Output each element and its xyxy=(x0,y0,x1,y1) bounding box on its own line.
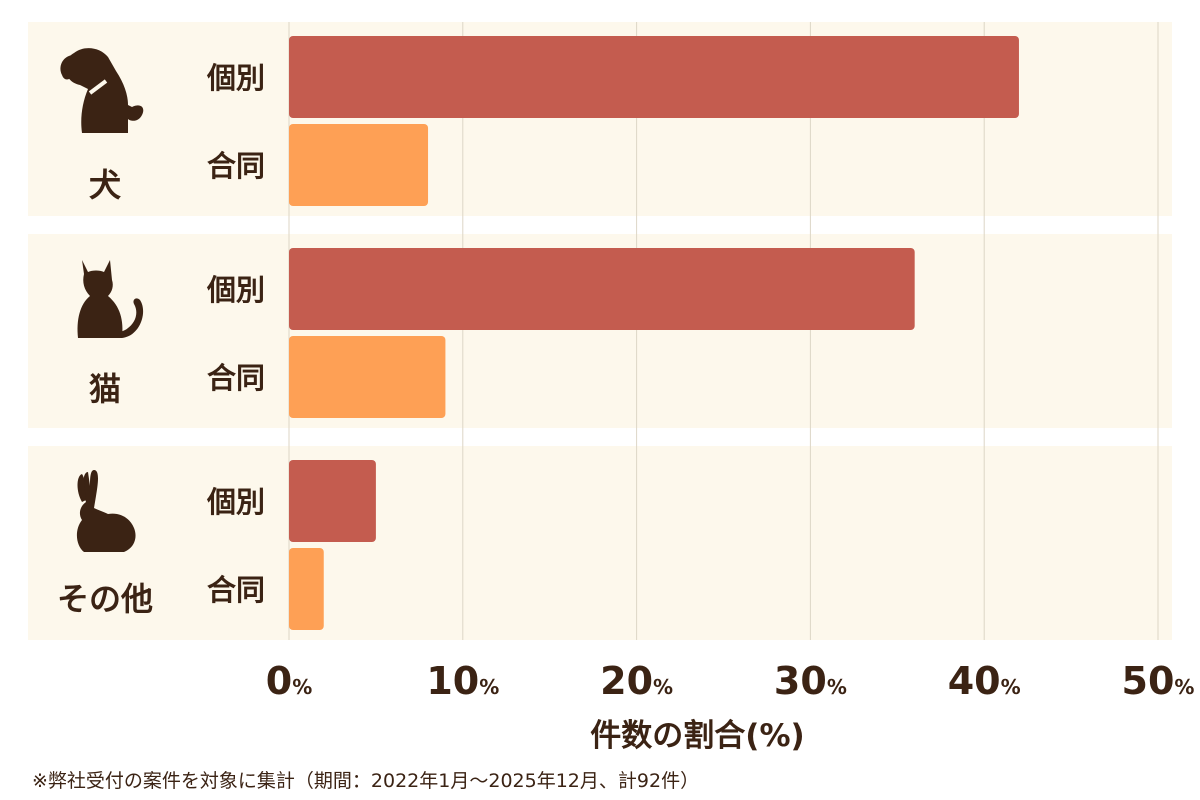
x-tick-label: 0% xyxy=(266,659,313,703)
x-tick-label: 30% xyxy=(774,659,847,703)
group-label: 犬 xyxy=(89,166,121,204)
group-label: 猫 xyxy=(89,370,121,408)
cat-icon xyxy=(77,260,144,338)
group-label: その他 xyxy=(57,580,153,618)
bar-individual xyxy=(289,36,1019,118)
x-tick-label: 20% xyxy=(600,659,673,703)
bar-joint xyxy=(289,124,429,206)
x-tick-label: 50% xyxy=(1122,659,1195,703)
dog-icon xyxy=(60,48,144,133)
x-tick-label: 10% xyxy=(426,659,499,703)
bar-individual xyxy=(289,248,915,330)
bar-individual xyxy=(289,460,376,542)
footnote: ※弊社受付の案件を対象に集計（期間：2022年1月〜2025年12月、計92件） xyxy=(32,770,700,792)
series-label: 合同 xyxy=(207,573,265,607)
x-tick-label: 40% xyxy=(948,659,1021,703)
group-panel xyxy=(28,446,1172,640)
series-label: 個別 xyxy=(206,273,265,307)
rabbit-icon xyxy=(76,470,136,552)
bar-joint xyxy=(289,548,324,630)
series-label: 個別 xyxy=(206,485,265,519)
series-label: 合同 xyxy=(207,149,265,183)
x-axis-title: 件数の割合(%) xyxy=(590,718,804,754)
bar-joint xyxy=(289,336,446,418)
series-label: 合同 xyxy=(207,361,265,395)
series-label: 個別 xyxy=(206,61,265,95)
